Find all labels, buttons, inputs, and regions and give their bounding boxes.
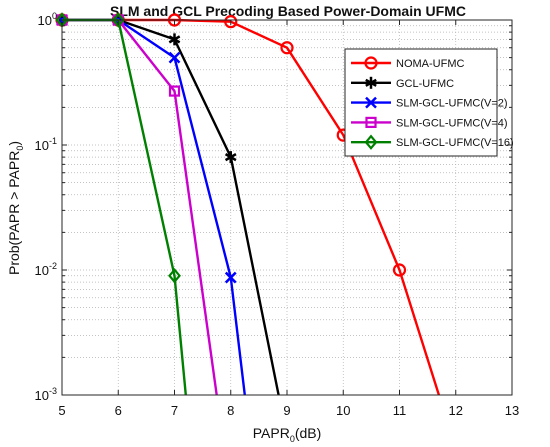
legend-marker [365,116,377,129]
data-point-marker [224,151,237,164]
data-point-marker [280,41,294,55]
legend-item: NOMA-UFMC [351,56,464,70]
x-axis-label-main: PAPR [253,425,290,441]
data-point-marker [224,15,238,29]
x-tick-label: 8 [227,403,234,418]
legend-marker [365,96,377,109]
legend-label: SLM-GCL-UFMC(V=16) [396,137,514,149]
data-point-marker [168,85,181,97]
legend-label: SLM-GCL-UFMC(V=4) [396,117,508,129]
legend-label: NOMA-UFMC [396,58,464,70]
y-tick-label: 100 [38,11,57,28]
x-axis-label-subscript: 0 [290,434,295,444]
data-point-marker [168,51,181,64]
y-tick-label: 10-3 [35,386,57,403]
x-tick-label: 7 [171,403,178,418]
legend-marker [364,134,378,150]
legend-marker [365,76,377,89]
y-tick-label: 10-2 [35,261,57,278]
data-point-marker [111,12,125,28]
x-tick-label: 6 [115,403,122,418]
data-point-marker [168,268,181,284]
y-axis-label-subscript: 0 [15,146,25,151]
legend-label: GCL-UFMC [396,78,454,90]
legend-item: SLM-GCL-UFMC(V=2) [351,96,508,110]
x-tick-label: 10 [336,403,350,418]
x-tick-label: 11 [393,403,407,418]
x-axis-label-suffix: (dB) [295,425,321,441]
y-axis-ticks: 100 10-1 10-2 10-3 [35,11,512,403]
x-axis-label: PAPR0(dB) [253,425,322,444]
grid [62,20,512,395]
legend-item: SLM-GCL-UFMC(V=16) [351,134,514,150]
legend: NOMA-UFMC GCL-UFMC SLM-GCL-UFMC(V=2) SLM-GC… [344,48,514,157]
x-tick-label: 9 [283,403,290,418]
legend-item: GCL-UFMC [351,76,454,90]
x-tick-label: 5 [58,403,65,418]
chart-title: SLM and GCL Precoding Based Power-Domain… [110,3,466,19]
y-axis-label-suffix: ) [6,141,22,146]
x-axis-ticks: 5 6 7 8 9 10 11 12 13 [58,20,519,418]
x-tick-label: 13 [505,403,519,418]
data-point-marker [392,263,407,277]
data-point-marker [224,271,237,284]
data-point-marker [168,33,181,46]
y-tick-label: 10-1 [35,136,57,153]
legend-label: SLM-GCL-UFMC(V=2) [396,98,508,110]
legend-item: SLM-GCL-UFMC(V=4) [351,116,508,129]
y-axis-label-prefix: Prob(PAPR > PAPR [6,151,22,275]
y-axis-label: Prob(PAPR > PAPR0) [6,141,25,275]
legend-marker [364,56,378,70]
x-tick-label: 12 [449,403,463,418]
